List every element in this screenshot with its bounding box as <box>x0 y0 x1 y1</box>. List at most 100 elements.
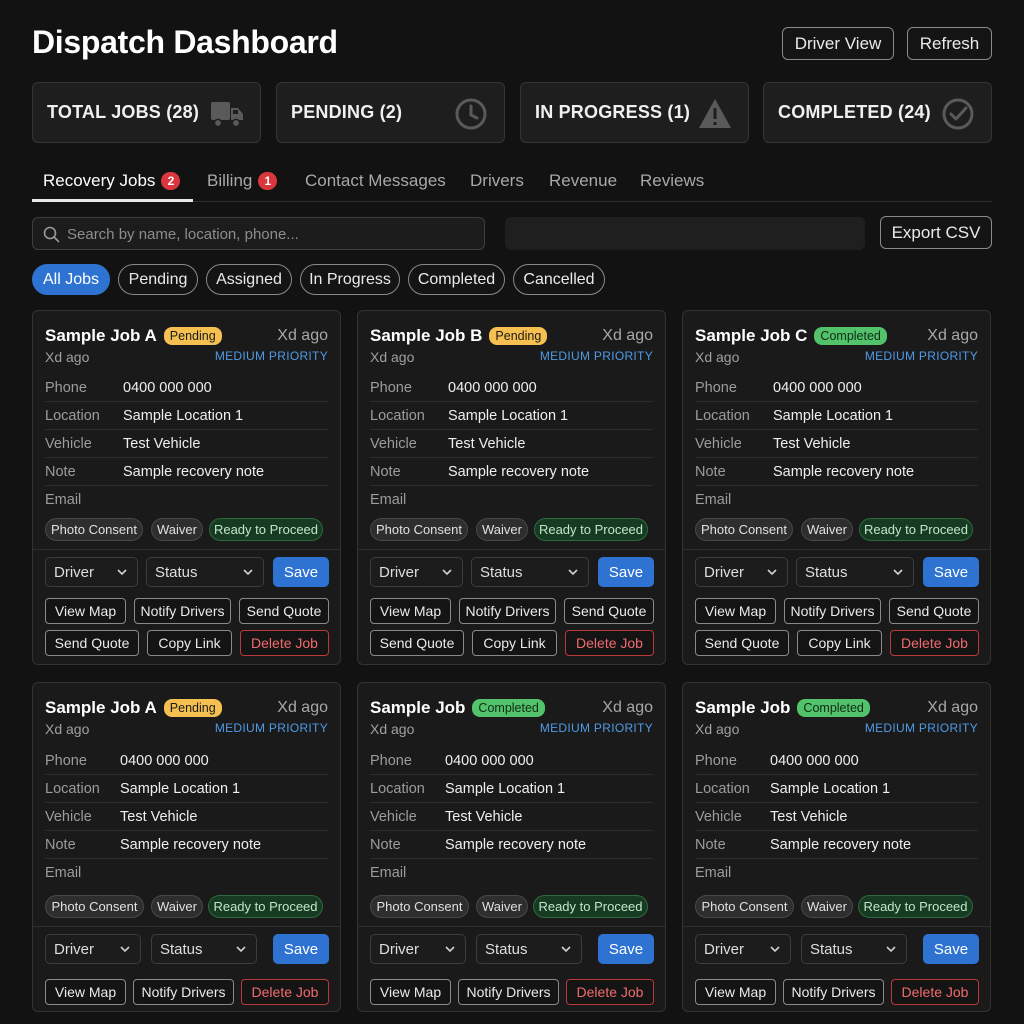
stat-in-progress[interactable]: IN PROGRESS (1) <box>520 82 749 143</box>
phone-value[interactable]: 0400 000 000 <box>448 380 537 396</box>
driver-select[interactable]: Driver <box>695 934 791 964</box>
send-quote-button-secondary[interactable]: Send Quote <box>695 630 789 656</box>
tab-contact-messages[interactable]: Contact Messages <box>305 171 446 190</box>
vehicle-value: Test Vehicle <box>445 809 523 825</box>
job-subtime: Xd ago <box>695 721 740 737</box>
save-button[interactable]: Save <box>923 934 979 964</box>
delete-job-button[interactable]: Delete Job <box>891 979 979 1005</box>
chip-in-progress[interactable]: In Progress <box>300 264 400 295</box>
save-button[interactable]: Save <box>273 557 329 587</box>
stat-completed[interactable]: COMPLETED (24) <box>763 82 992 143</box>
chip-all-jobs[interactable]: All Jobs <box>32 264 110 295</box>
phone-value[interactable]: 0400 000 000 <box>445 753 534 769</box>
send-quote-button[interactable]: Send Quote <box>239 598 329 624</box>
view-map-button[interactable]: View Map <box>45 598 126 624</box>
delete-job-button[interactable]: Delete Job <box>890 630 979 656</box>
phone-value[interactable]: 0400 000 000 <box>773 380 862 396</box>
save-button[interactable]: Save <box>598 934 654 964</box>
send-quote-button[interactable]: Send Quote <box>564 598 654 624</box>
driver-select[interactable]: Driver <box>695 557 788 587</box>
status-badge: Completed <box>814 327 887 345</box>
status-select[interactable]: Status <box>471 557 589 587</box>
status-select[interactable]: Status <box>801 934 907 964</box>
note-label: Note <box>370 837 401 853</box>
driver-select-label: Driver <box>54 940 94 958</box>
phone-value[interactable]: 0400 000 000 <box>770 753 859 769</box>
send-quote-button-secondary[interactable]: Send Quote <box>370 630 464 656</box>
delete-job-button[interactable]: Delete Job <box>241 979 329 1005</box>
vehicle-label: Vehicle <box>695 436 742 452</box>
send-quote-button[interactable]: Send Quote <box>889 598 979 624</box>
view-map-button[interactable]: View Map <box>370 598 451 624</box>
search-box[interactable] <box>32 217 485 250</box>
driver-select[interactable]: Driver <box>45 934 141 964</box>
photo-consent-tag: Photo Consent <box>45 895 144 918</box>
save-button[interactable]: Save <box>923 557 979 587</box>
driver-select[interactable]: Driver <box>45 557 138 587</box>
copy-link-button[interactable]: Copy Link <box>472 630 557 656</box>
stat-pending[interactable]: PENDING (2) <box>276 82 505 143</box>
chip-cancelled[interactable]: Cancelled <box>513 264 605 295</box>
filter-bar[interactable] <box>505 217 865 250</box>
note-row: Note Sample recovery note <box>370 458 653 486</box>
phone-value[interactable]: 0400 000 000 <box>120 753 209 769</box>
stat-total-jobs[interactable]: TOTAL JOBS (28) <box>32 82 261 143</box>
chip-pending[interactable]: Pending <box>118 264 198 295</box>
tab-billing[interactable]: Billing 1 <box>207 170 278 192</box>
notify-drivers-button[interactable]: Notify Drivers <box>459 598 556 624</box>
ready-tag: Ready to Proceed <box>533 895 648 918</box>
phone-label: Phone <box>370 753 412 769</box>
notify-drivers-button[interactable]: Notify Drivers <box>784 598 881 624</box>
notify-drivers-button[interactable]: Notify Drivers <box>133 979 234 1005</box>
copy-link-button[interactable]: Copy Link <box>797 630 882 656</box>
phone-value[interactable]: 0400 000 000 <box>123 380 212 396</box>
send-quote-button-secondary[interactable]: Send Quote <box>45 630 139 656</box>
tab-drivers[interactable]: Drivers <box>470 171 524 190</box>
photo-consent-tag: Photo Consent <box>370 895 469 918</box>
status-select[interactable]: Status <box>796 557 914 587</box>
driver-select[interactable]: Driver <box>370 934 466 964</box>
delete-job-button[interactable]: Delete Job <box>566 979 654 1005</box>
phone-row: Phone 0400 000 000 <box>370 374 653 402</box>
view-map-button[interactable]: View Map <box>45 979 126 1005</box>
view-map-button[interactable]: View Map <box>695 979 776 1005</box>
status-select[interactable]: Status <box>476 934 582 964</box>
tab-count-badge: 2 <box>161 172 181 190</box>
save-button[interactable]: Save <box>598 557 654 587</box>
delete-job-button[interactable]: Delete Job <box>565 630 654 656</box>
copy-link-button[interactable]: Copy Link <box>147 630 232 656</box>
location-value: Sample Location 1 <box>448 408 569 424</box>
status-select[interactable]: Status <box>151 934 257 964</box>
vehicle-row: Vehicle Test Vehicle <box>695 803 978 831</box>
status-select[interactable]: Status <box>146 557 264 587</box>
phone-label: Phone <box>695 380 737 396</box>
notify-drivers-button[interactable]: Notify Drivers <box>458 979 559 1005</box>
job-title: Sample Job <box>370 698 466 717</box>
tab-revenue[interactable]: Revenue <box>549 171 618 190</box>
tab-recovery-jobs[interactable]: Recovery Jobs 2 <box>43 170 181 192</box>
note-label: Note <box>695 464 726 480</box>
search-input[interactable] <box>67 222 477 246</box>
driver-view-button[interactable]: Driver View <box>782 27 894 60</box>
chip-assigned[interactable]: Assigned <box>206 264 292 295</box>
active-tab-indicator <box>32 199 193 202</box>
stat-label: IN PROGRESS (1) <box>535 102 691 122</box>
chevron-down-icon <box>561 946 571 953</box>
chip-completed[interactable]: Completed <box>408 264 505 295</box>
save-button[interactable]: Save <box>273 934 329 964</box>
delete-job-button[interactable]: Delete Job <box>240 630 329 656</box>
phone-label: Phone <box>45 380 87 396</box>
driver-select[interactable]: Driver <box>370 557 463 587</box>
notify-drivers-button[interactable]: Notify Drivers <box>134 598 231 624</box>
tab-reviews[interactable]: Reviews <box>640 171 705 190</box>
email-label: Email <box>45 492 82 508</box>
refresh-button[interactable]: Refresh <box>907 27 992 60</box>
chevron-down-icon <box>117 569 127 576</box>
view-map-button[interactable]: View Map <box>370 979 451 1005</box>
notify-drivers-button[interactable]: Notify Drivers <box>783 979 884 1005</box>
export-csv-button[interactable]: Export CSV <box>880 216 992 249</box>
note-value: Sample recovery note <box>120 837 262 853</box>
location-value: Sample Location 1 <box>120 781 241 797</box>
location-value: Sample Location 1 <box>123 408 244 424</box>
view-map-button[interactable]: View Map <box>695 598 776 624</box>
